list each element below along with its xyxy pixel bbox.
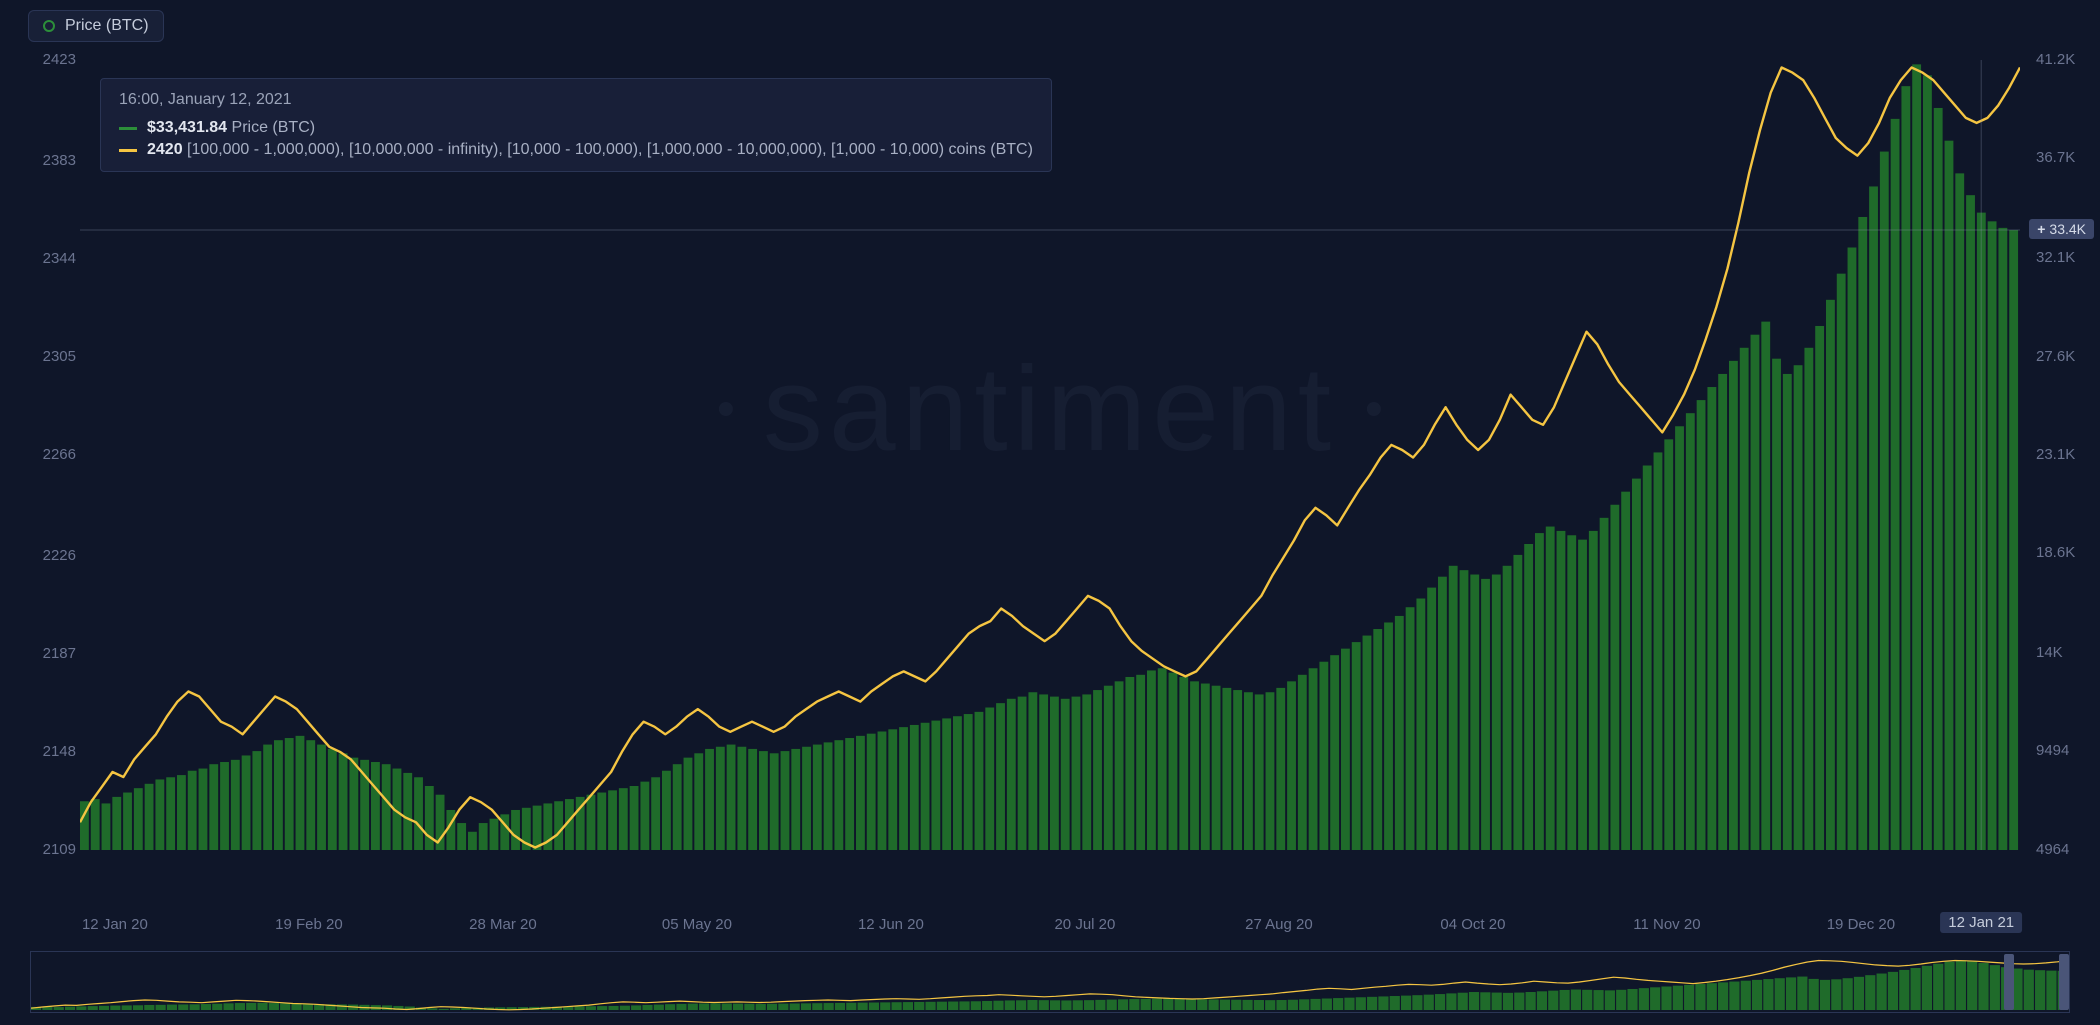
chart-svg [80, 60, 2020, 890]
y-right-tick: 23.1K [2036, 446, 2088, 463]
tooltip-price-label: Price (BTC) [232, 119, 316, 136]
x-tick-label: 04 Oct 20 [1440, 916, 1505, 933]
y-right-tick: 14K [2036, 644, 2088, 661]
tooltip-coins-label: [100,000 - 1,000,000), [10,000,000 - inf… [187, 141, 1033, 158]
x-tick-label: 12 Jun 20 [858, 916, 924, 933]
y-right-tick: 9494 [2036, 742, 2088, 759]
legend-pill[interactable]: Price (BTC) [28, 10, 164, 42]
y-left-tick: 2187 [26, 645, 76, 662]
y-right-tick: 32.1K [2036, 249, 2088, 266]
y-left-tick: 2226 [26, 547, 76, 564]
x-tick-label: 20 Jul 20 [1054, 916, 1115, 933]
y-right-tick: 18.6K [2036, 544, 2088, 561]
crosshair-value: 33.4K [2049, 221, 2086, 237]
x-tick-label: 05 May 20 [662, 916, 732, 933]
y-left-tick: 2109 [26, 841, 76, 858]
tooltip-price-value: $33,431.84 [147, 119, 227, 136]
y-right-tick: 27.6K [2036, 348, 2088, 365]
y-left-tick: 2344 [26, 250, 76, 267]
crosshair-value-badge: + 33.4K [2029, 219, 2094, 239]
chart-area[interactable]: santiment [80, 60, 2020, 890]
legend-marker-icon [43, 20, 55, 32]
plus-icon: + [2037, 221, 2045, 237]
x-tick-label: 19 Dec 20 [1827, 916, 1895, 933]
x-tick-label: 19 Feb 20 [275, 916, 343, 933]
x-tick-label: 28 Mar 20 [469, 916, 537, 933]
x-tick-label: 11 Nov 20 [1633, 916, 1700, 933]
tooltip-row: 2420 [100,000 - 1,000,000), [10,000,000 … [119, 141, 1033, 159]
y-right-tick: 41.2K [2036, 51, 2088, 68]
minimap-handle-left[interactable] [2004, 954, 2014, 1010]
tooltip-swatch-price [119, 127, 137, 130]
y-left-tick: 2383 [26, 152, 76, 169]
minimap-svg [31, 952, 2069, 1012]
minimap-handle-right[interactable] [2059, 954, 2069, 1010]
y-right-tick: 4964 [2036, 841, 2088, 858]
tooltip-swatch-coins [119, 149, 137, 152]
y-left-tick: 2266 [26, 446, 76, 463]
x-tick-label: 27 Aug 20 [1245, 916, 1313, 933]
x-tick-label: 12 Jan 20 [82, 916, 148, 933]
chart-tooltip: 16:00, January 12, 2021 $33,431.84 Price… [100, 78, 1052, 172]
y-left-tick: 2423 [26, 51, 76, 68]
legend-label: Price (BTC) [65, 17, 149, 35]
y-left-tick: 2305 [26, 348, 76, 365]
tooltip-row: $33,431.84 Price (BTC) [119, 119, 1033, 137]
y-right-tick: 36.7K [2036, 149, 2088, 166]
x-tick-label: 12 Jan 21 [1940, 912, 2022, 933]
tooltip-datetime: 16:00, January 12, 2021 [119, 91, 1033, 109]
y-left-tick: 2148 [26, 743, 76, 760]
minimap[interactable] [30, 951, 2070, 1013]
tooltip-coins-value: 2420 [147, 141, 183, 158]
